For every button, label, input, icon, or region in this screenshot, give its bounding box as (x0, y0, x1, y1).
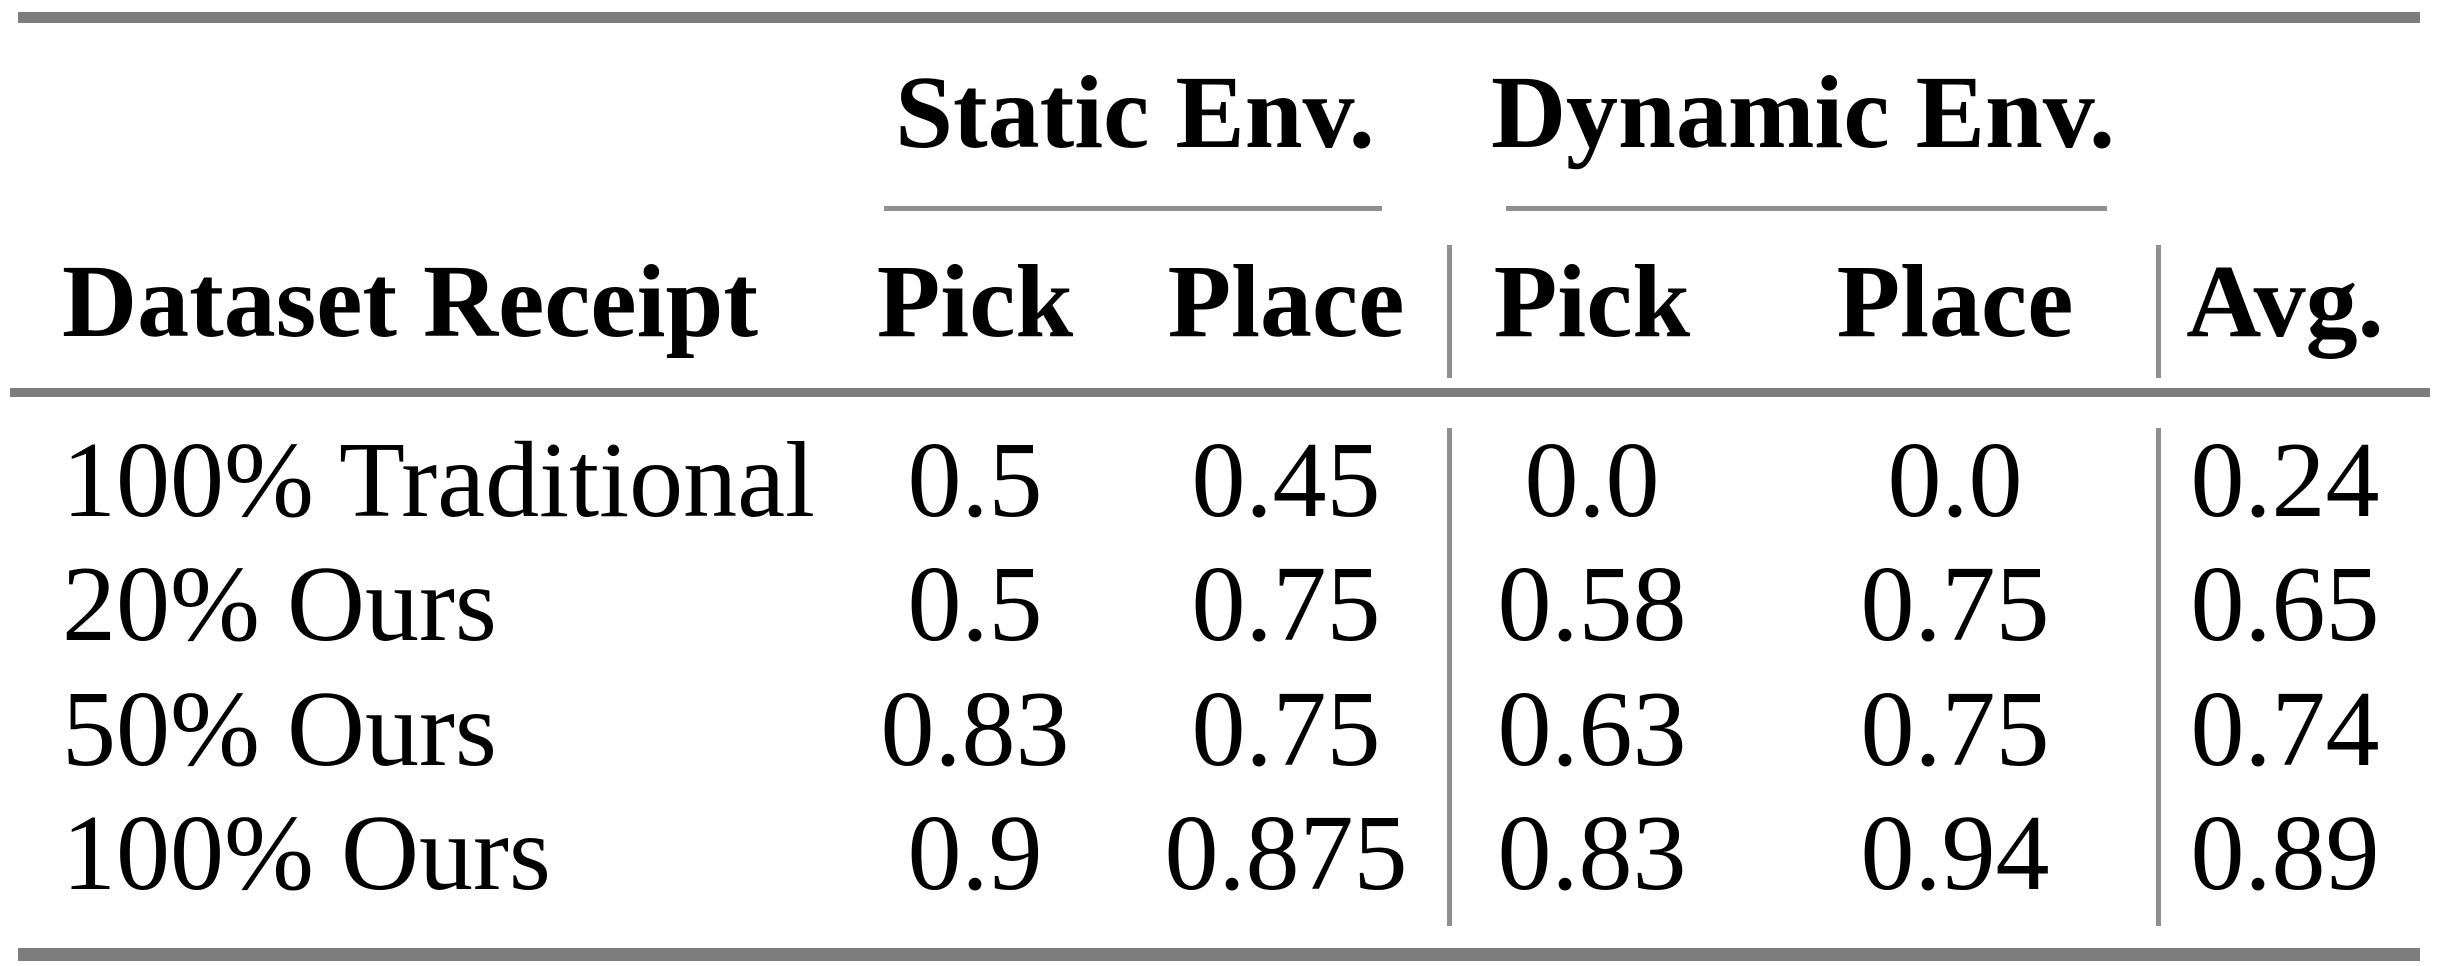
group-header-static-env: Static Env. (895, 55, 1375, 170)
cell-static-place: 0.75 (1191, 545, 1381, 664)
table-row: 20% Ours 0.5 0.75 0.58 0.75 0.65 (0, 543, 2440, 667)
bottom-rule (18, 948, 2420, 961)
cell-avg: 0.89 (2190, 794, 2380, 913)
cell-static-pick: 0.83 (880, 670, 1070, 789)
cell-static-place: 0.75 (1191, 670, 1381, 789)
cell-dynamic-place: 0.75 (1860, 670, 2050, 789)
cell-static-place: 0.875 (1164, 794, 1408, 913)
column-separator-dynamic-avg-body (2156, 428, 2161, 926)
cell-static-pick: 0.9 (907, 794, 1043, 913)
row-label: 100% Ours (62, 794, 551, 913)
table-row: 50% Ours 0.83 0.75 0.63 0.75 0.74 (0, 668, 2440, 792)
cell-static-place: 0.45 (1191, 421, 1381, 540)
cmidrule-static-env (884, 206, 1382, 211)
column-header-dynamic-pick: Pick (1493, 244, 1691, 359)
cell-dynamic-place: 0.94 (1860, 794, 2050, 913)
column-header-static-pick: Pick (876, 244, 1074, 359)
mid-rule (10, 388, 2430, 397)
cell-avg: 0.74 (2190, 670, 2380, 789)
cell-dynamic-pick: 0.83 (1497, 794, 1687, 913)
column-header-static-place: Place (1167, 244, 1405, 359)
group-header-dynamic-env: Dynamic Env. (1490, 55, 2116, 170)
cell-dynamic-place: 0.0 (1887, 421, 2023, 540)
cell-dynamic-pick: 0.58 (1497, 545, 1687, 664)
cell-avg: 0.24 (2190, 421, 2380, 540)
column-header-row: Dataset Receipt Pick Place Pick Place Av… (0, 246, 2440, 358)
column-separator-static-dynamic-body (1447, 428, 1452, 926)
cmidrule-dynamic-env (1506, 206, 2107, 211)
column-separator-dynamic-avg-header (2156, 245, 2161, 378)
table-row: 100% Ours 0.9 0.875 0.83 0.94 0.89 (0, 792, 2440, 916)
cell-static-pick: 0.5 (907, 421, 1043, 540)
table-row: 100% Traditional 0.5 0.45 0.0 0.0 0.24 (0, 419, 2440, 543)
column-header-dynamic-place: Place (1836, 244, 2074, 359)
row-label: 50% Ours (62, 670, 497, 789)
cell-dynamic-pick: 0.63 (1497, 670, 1687, 789)
column-header-dataset-receipt: Dataset Receipt (62, 244, 758, 359)
cell-dynamic-place: 0.75 (1860, 545, 2050, 664)
row-label: 100% Traditional (62, 421, 816, 540)
cell-dynamic-pick: 0.0 (1524, 421, 1660, 540)
column-separator-static-dynamic-header (1447, 245, 1452, 378)
row-label: 20% Ours (62, 545, 497, 664)
cell-static-pick: 0.5 (907, 545, 1043, 664)
cell-avg: 0.65 (2190, 545, 2380, 664)
top-rule (18, 12, 2420, 23)
column-header-avg: Avg. (2186, 244, 2384, 359)
